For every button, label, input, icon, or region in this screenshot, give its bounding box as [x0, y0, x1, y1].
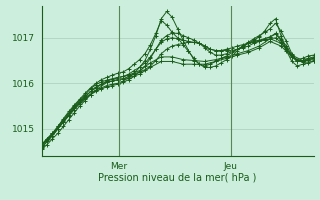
X-axis label: Pression niveau de la mer( hPa ): Pression niveau de la mer( hPa )	[99, 173, 257, 183]
